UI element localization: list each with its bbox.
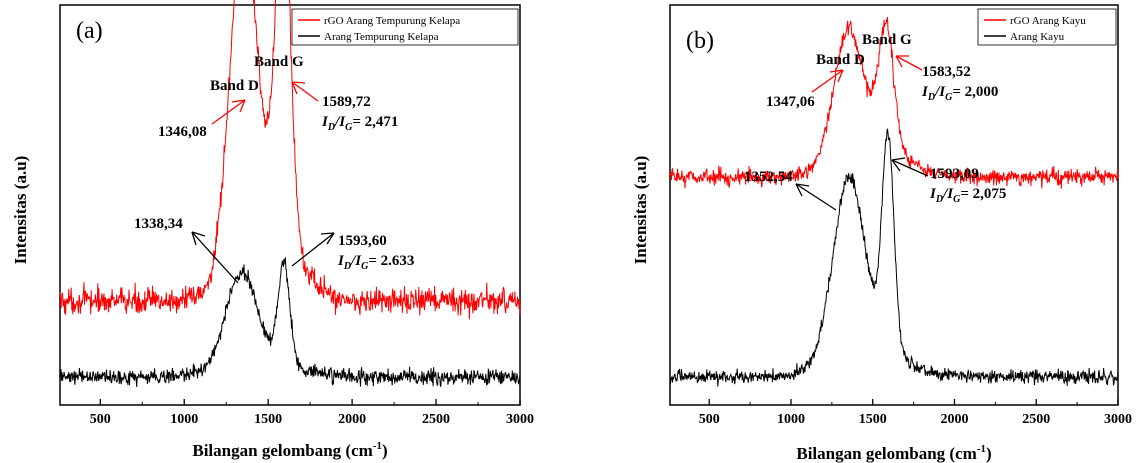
panel-a-series-black-line xyxy=(59,257,521,388)
black-ratio-label: ID/IG= 2.633 xyxy=(337,253,414,272)
arrowhead-red-g xyxy=(895,55,909,68)
black-d-peak-label: 1338,34 xyxy=(134,216,183,232)
arrow-black-d xyxy=(191,231,239,284)
panel-a: Intensitas (a.u) 500 1000 1500 2000 2500 3000… xyxy=(11,0,534,460)
panel-b-x-tick-label: 2500 xyxy=(1022,412,1050,427)
panel-a-x-tick-label: 500 xyxy=(90,412,111,427)
panel-b: Intensitas (a.u) 500 1000 1500 2000 2500 3000… xyxy=(631,4,1132,463)
panel-b-label: (b) xyxy=(686,28,714,54)
band-g-label: Band G xyxy=(254,54,304,70)
red-ratio-label: ID/IG= 2,471 xyxy=(321,114,398,133)
panel-a-series-red-line xyxy=(59,0,521,320)
legend-label-red: rGO Arang Kayu xyxy=(1010,15,1086,27)
panel-b-series-group xyxy=(669,16,1119,387)
red-d-peak-label: 1347,06 xyxy=(766,94,815,110)
red-ratio-label: ID/IG= 2,000 xyxy=(921,84,998,103)
arrow-red-d xyxy=(811,69,844,93)
panel-b-x-tick-label: 1500 xyxy=(859,412,887,427)
panel-a-y-axis-title: Intensitas (a.u) xyxy=(11,156,30,265)
panel-b-legend: rGO Arang Kayu Arang Kayu xyxy=(977,8,1117,46)
panel-a-x-tick-label: 1000 xyxy=(170,412,198,427)
panel-a-legend: rGO Arang Tempurung Kelapa Arang Tempuru… xyxy=(291,8,519,46)
panel-a-x-axis-title: Bilangan gelombang (cm-1) xyxy=(192,440,387,460)
arrow-black-g xyxy=(891,159,929,177)
arrow-black-d xyxy=(795,183,837,211)
arrow-red-g xyxy=(291,81,319,102)
panel-b-y-axis-title: Intensitas (a.u) xyxy=(631,156,650,265)
red-d-peak-label: 1346,08 xyxy=(158,124,207,140)
panel-b-x-tick-label: 3000 xyxy=(1104,412,1132,427)
band-d-label: Band D xyxy=(816,52,865,68)
legend-label-black: Arang Kayu xyxy=(1010,31,1065,43)
arrowhead-black-g xyxy=(891,157,906,172)
band-g-label: Band G xyxy=(862,32,912,48)
panel-b-x-axis-title: Bilangan gelombang (cm-1) xyxy=(796,443,991,463)
black-g-peak-label: 1593,09 xyxy=(930,166,979,182)
panel-a-x-tick-label: 2000 xyxy=(338,412,366,427)
arrowhead-black-g xyxy=(320,232,335,245)
panel-a-x-ticks: 500 1000 1500 2000 2500 3000 xyxy=(90,399,534,427)
panel-b-series-black-line xyxy=(669,128,1119,387)
arrowhead-black-d xyxy=(795,183,810,197)
panel-a-x-tick-label: 1500 xyxy=(254,412,282,427)
panel-a-series-group xyxy=(59,0,521,388)
panel-b-x-tick-label: 1000 xyxy=(777,412,805,427)
panel-a-label: (a) xyxy=(76,18,103,44)
panel-a-x-tick-label: 3000 xyxy=(506,412,534,427)
arrow-black-g xyxy=(291,232,335,267)
black-g-peak-label: 1593,60 xyxy=(338,233,387,249)
panel-a-annotations: Band D Band G 1346,08 1589,72 ID/IG= 2,4… xyxy=(134,54,414,284)
arrow-red-g xyxy=(895,55,923,71)
arrowhead-red-d xyxy=(231,99,246,113)
legend-label-red: rGO Arang Tempurung Kelapa xyxy=(324,15,460,27)
black-d-peak-label: 1352,54 xyxy=(744,169,793,185)
arrowhead-red-d xyxy=(829,69,844,83)
legend-label-black: Arang Tempurung Kelapa xyxy=(324,31,439,43)
arrowhead-black-d xyxy=(191,231,206,246)
black-ratio-label: ID/IG= 2,075 xyxy=(929,186,1006,205)
panel-a-x-tick-label: 2500 xyxy=(422,412,450,427)
red-g-peak-label: 1583,52 xyxy=(922,64,971,80)
panel-b-x-tick-label: 2000 xyxy=(940,412,968,427)
red-g-peak-label: 1589,72 xyxy=(322,94,371,110)
panel-b-x-ticks: 500 1000 1500 2000 2500 3000 xyxy=(699,399,1132,427)
arrowhead-red-g xyxy=(291,81,306,95)
panel-b-x-tick-label: 500 xyxy=(699,412,720,427)
band-d-label: Band D xyxy=(210,78,259,94)
panel-b-series-red-line xyxy=(669,16,1119,189)
arrow-red-d xyxy=(211,99,246,125)
panel-b-plot-frame xyxy=(669,4,1119,406)
panel-b-annotations: Band D Band G 1347,06 1583,52 ID/IG= 2,0… xyxy=(744,32,1006,211)
